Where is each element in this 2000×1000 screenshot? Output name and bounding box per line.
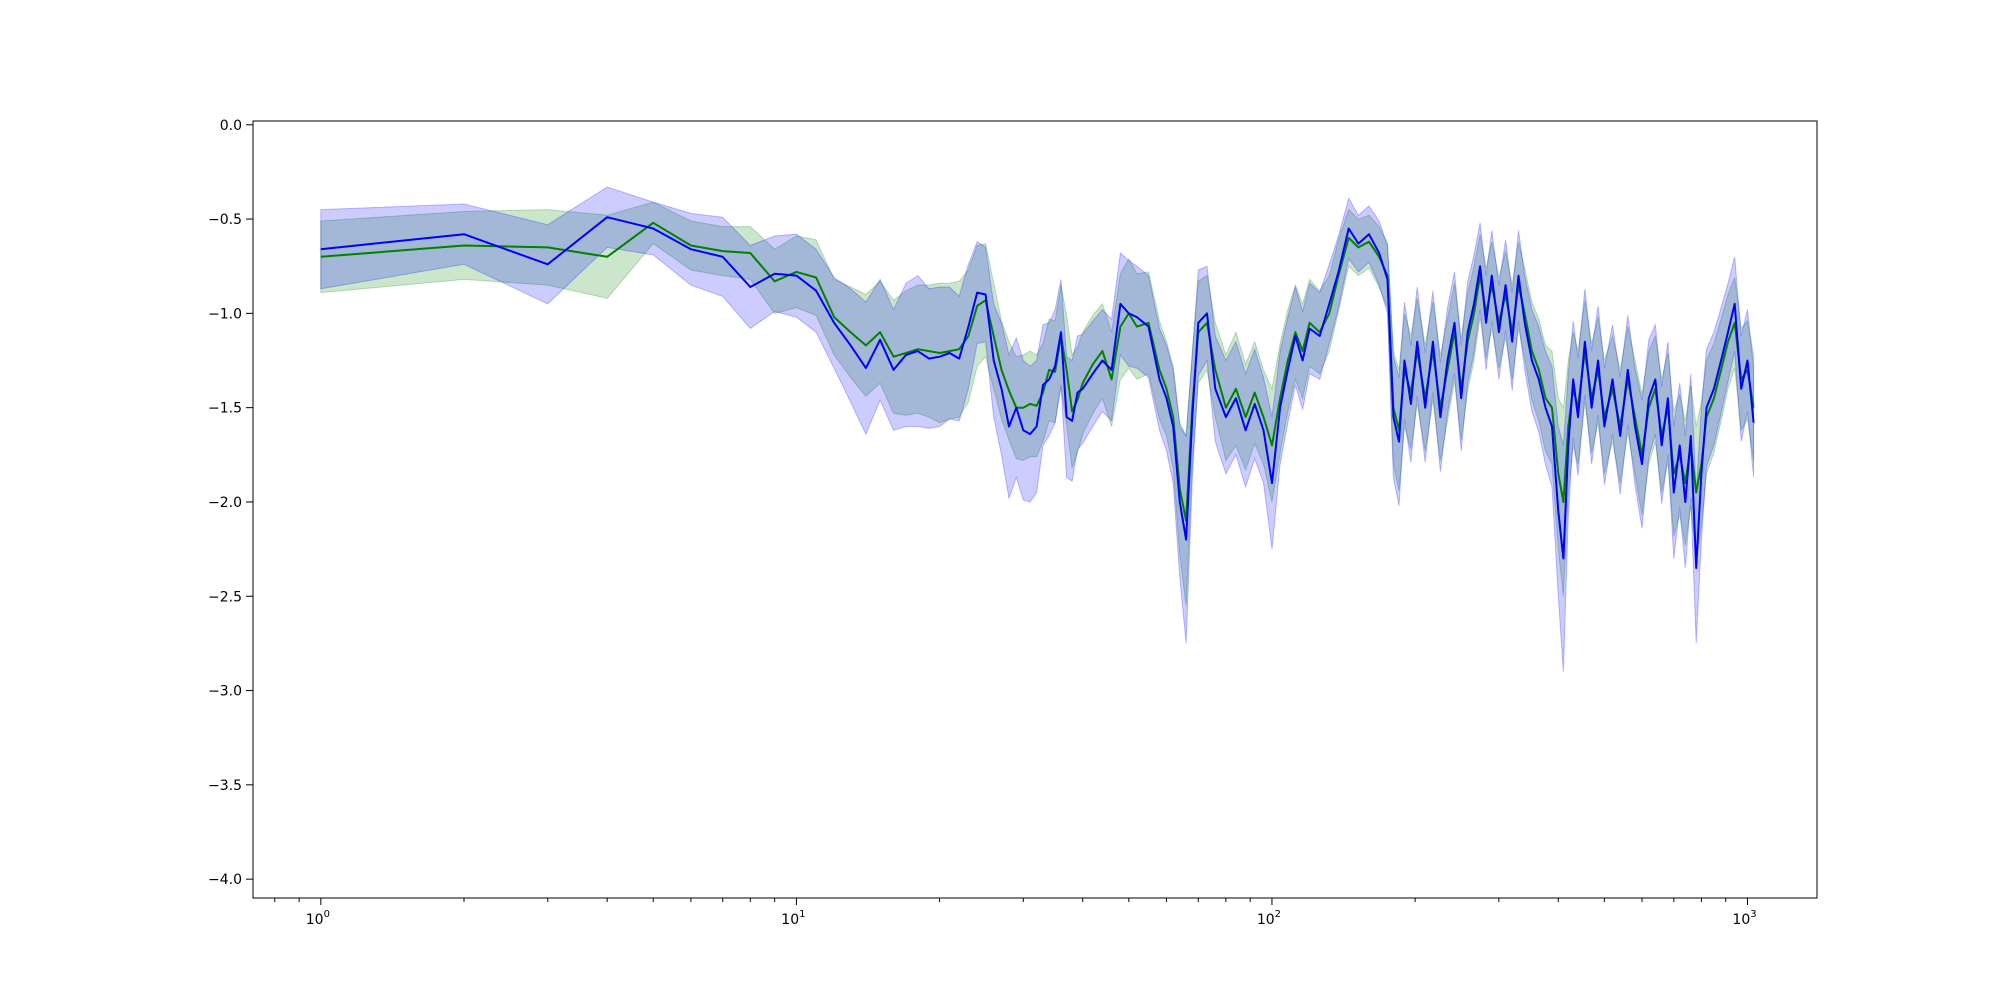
x-axis: 100 101 102 103 — [274, 898, 1757, 928]
x-tick-label: 100 — [306, 909, 330, 928]
axes-frame — [252, 120, 1818, 899]
x-tick-label: 103 — [1732, 909, 1756, 928]
y-tick-label: −2.0 — [208, 495, 242, 511]
y-tick-label: −1.0 — [208, 306, 242, 322]
series-lines — [320, 216, 1755, 569]
y-axis: 0.0 −0.5 −1.0 −1.5 −2.0 −2.5 −3.0 −3.5 −4.0 — [208, 118, 253, 888]
x-tick-label: 101 — [781, 909, 805, 928]
y-tick-label: −3.0 — [208, 684, 242, 700]
x-tick-label: 102 — [1257, 909, 1281, 928]
confidence-band-2 — [320, 186, 1755, 672]
y-tick-label: −2.5 — [208, 589, 242, 605]
y-tick-label: −3.5 — [208, 778, 242, 794]
series-line-2 — [320, 216, 1755, 569]
y-tick-label: −0.5 — [208, 212, 242, 228]
y-tick-label: 0.0 — [220, 118, 242, 134]
y-tick-label: −1.5 — [208, 401, 242, 417]
y-tick-label: −4.0 — [208, 872, 242, 888]
